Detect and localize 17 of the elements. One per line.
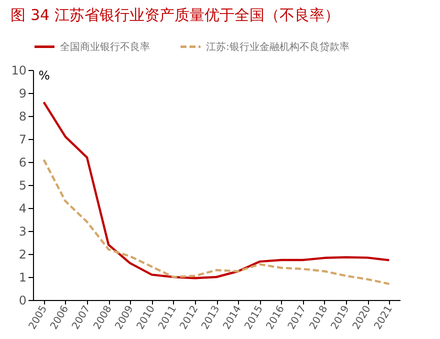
legend-label: 全国商业银行不良率 xyxy=(60,40,150,53)
y-tick-label: 4 xyxy=(18,202,26,216)
y-tick-label: 2 xyxy=(18,248,26,262)
y-tick-label: 7 xyxy=(18,132,26,146)
y-tick-label: 3 xyxy=(18,224,26,238)
y-tick-label: 5 xyxy=(18,178,26,192)
y-tick-label: 8 xyxy=(18,110,26,124)
y-tick-label: 6 xyxy=(18,156,26,170)
y-tick-label: 1 xyxy=(18,270,26,284)
line-series xyxy=(42,101,390,280)
line-series xyxy=(42,158,390,285)
chart-title: 图 34 江苏省银行业资产质量优于全国（不良率） xyxy=(10,6,340,24)
y-axis-title: % xyxy=(38,68,50,82)
legend-label: 江苏:银行业金融机构不良贷款率 xyxy=(206,40,350,53)
y-tick-label: 0 xyxy=(18,294,26,308)
y-tick-label: 9 xyxy=(18,86,26,100)
y-tick-label: 10 xyxy=(11,64,26,78)
